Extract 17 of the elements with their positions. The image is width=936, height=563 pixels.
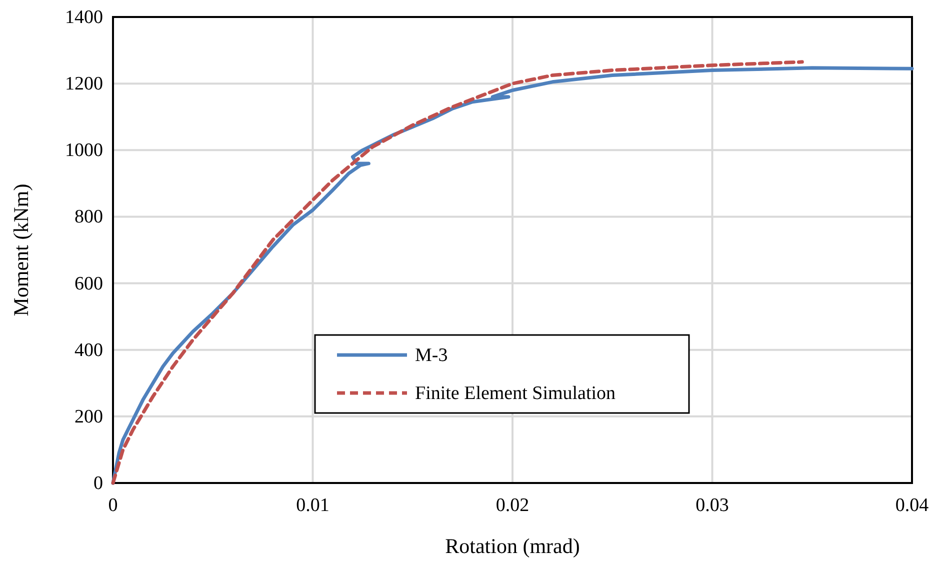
y-tick-label: 0 — [94, 473, 103, 494]
x-axis-title: Rotation (mrad) — [445, 534, 580, 558]
x-tick-label: 0.04 — [895, 495, 930, 516]
y-tick-label: 1400 — [65, 7, 103, 28]
legend-label: Finite Element Simulation — [415, 383, 616, 404]
y-tick-label: 1200 — [65, 74, 103, 95]
legend-label: M-3 — [415, 345, 448, 366]
y-tick-label: 1000 — [65, 140, 103, 162]
y-tick-label: 600 — [74, 273, 103, 294]
x-tick-label: 0 — [108, 495, 118, 516]
y-tick-label: 400 — [74, 340, 103, 361]
y-axis-title: Moment (kNm) — [9, 184, 33, 316]
y-tick-label: 200 — [74, 406, 103, 428]
x-tick-label: 0.02 — [496, 495, 530, 516]
x-tick-label: 0.01 — [296, 495, 330, 516]
y-tick-label: 800 — [74, 206, 103, 228]
x-tick-label: 0.03 — [696, 495, 729, 516]
